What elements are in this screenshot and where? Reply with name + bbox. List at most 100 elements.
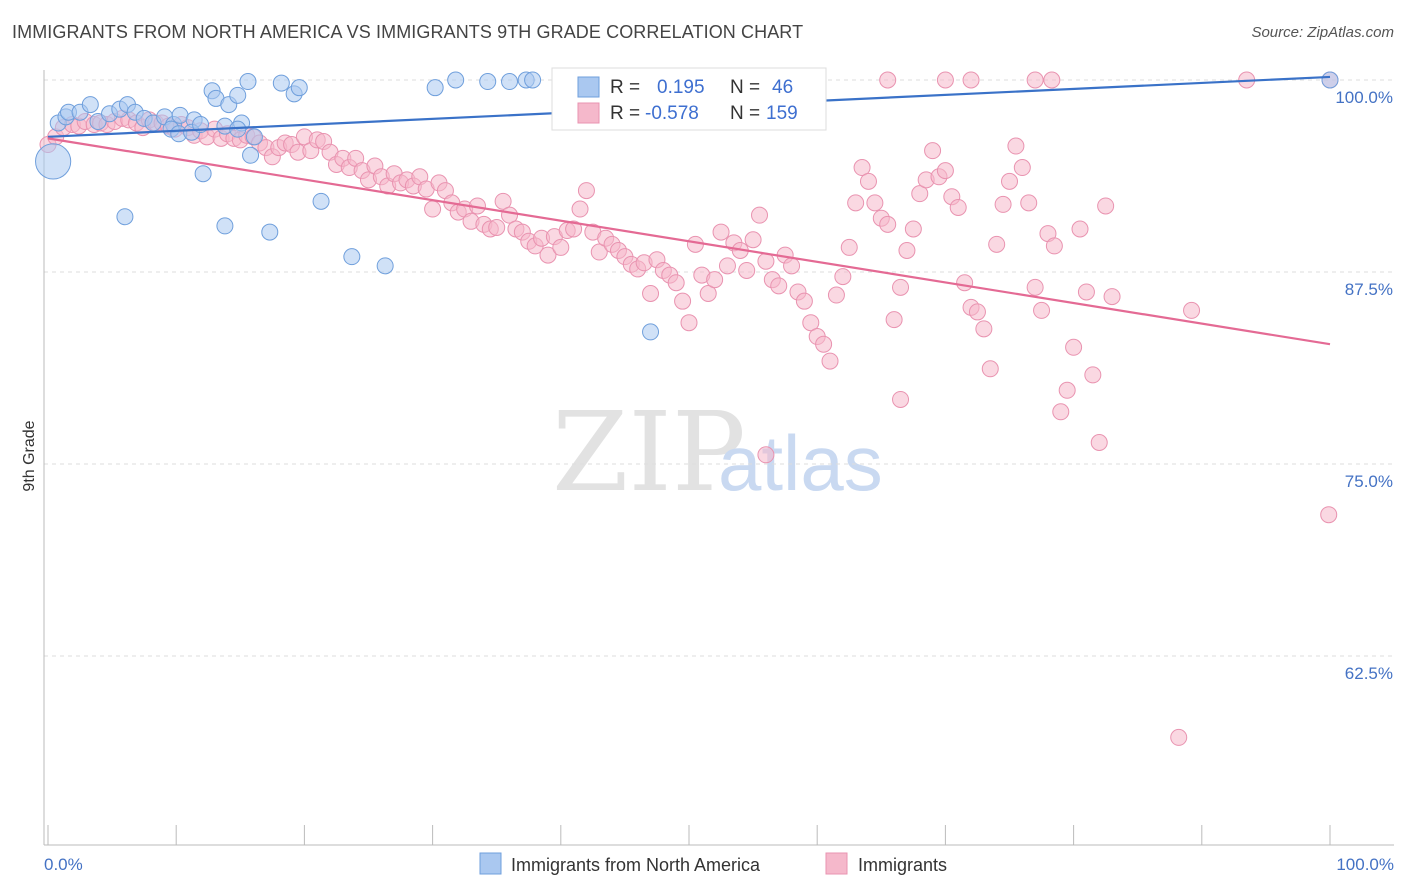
- data-point: [866, 194, 884, 212]
- data-point: [956, 274, 974, 292]
- data-point: [376, 257, 394, 275]
- data-point: [565, 220, 583, 238]
- data-point: [1026, 71, 1044, 89]
- data-point: [924, 142, 942, 160]
- data-point: [424, 200, 442, 218]
- data-point: [911, 185, 929, 203]
- data-point: [847, 194, 865, 212]
- data-point: [1043, 71, 1061, 89]
- data-point: [757, 446, 775, 464]
- axes: [43, 70, 1394, 846]
- data-point: [686, 235, 704, 253]
- data-point: [81, 96, 99, 114]
- data-point: [981, 360, 999, 378]
- data-point: [1045, 237, 1063, 255]
- data-point: [261, 223, 279, 241]
- legend-r-value-blue: 0.195: [657, 77, 705, 98]
- data-point: [795, 292, 813, 310]
- y-tick-label: 62.5%: [1345, 664, 1393, 683]
- series-legend-swatch-blue: [479, 852, 502, 875]
- data-point: [1013, 159, 1031, 177]
- x-tick-label-max: 100.0%: [1336, 855, 1394, 874]
- data-point: [539, 246, 557, 264]
- data-point: [194, 165, 212, 183]
- data-point: [479, 73, 497, 91]
- data-point: [840, 238, 858, 256]
- data-point: [892, 390, 910, 408]
- data-point: [1007, 137, 1025, 155]
- data-point: [718, 257, 736, 275]
- data-point: [524, 71, 542, 89]
- watermark-atlas: atlas: [718, 419, 883, 507]
- data-point: [1320, 506, 1338, 524]
- data-point: [898, 241, 916, 259]
- series-legend-swatch-pink: [825, 852, 848, 875]
- data-point: [571, 200, 589, 218]
- data-point: [1103, 288, 1121, 306]
- series-immigrants-points: [39, 71, 1339, 746]
- x-tick-label-min: 0.0%: [44, 855, 83, 874]
- data-point: [171, 106, 189, 124]
- data-point: [962, 71, 980, 89]
- data-point: [1065, 338, 1083, 356]
- data-point: [501, 73, 519, 91]
- data-point: [712, 223, 730, 241]
- data-point: [783, 257, 801, 275]
- data-point: [994, 195, 1012, 213]
- grid-lines: [44, 79, 1394, 657]
- data-point: [312, 192, 330, 210]
- data-point: [552, 238, 570, 256]
- watermark-zip: ZIP: [552, 388, 746, 516]
- legend-n-label-pink: N =: [730, 103, 760, 124]
- data-point: [936, 71, 954, 89]
- data-point: [1097, 197, 1115, 215]
- data-point: [680, 314, 698, 332]
- data-point: [1077, 283, 1095, 301]
- data-point: [642, 323, 660, 341]
- data-point: [802, 314, 820, 332]
- data-point: [229, 86, 247, 104]
- stats-legend: R = 0.195 N = 46 R = -0.578 N = 159: [551, 67, 827, 131]
- data-point: [116, 208, 134, 226]
- x-tick-marks: [47, 825, 1331, 845]
- data-point: [892, 278, 910, 296]
- data-point: [239, 73, 257, 91]
- series-legend-label-pink: Immigrants: [858, 855, 947, 875]
- data-point: [1020, 194, 1038, 212]
- data-point: [1321, 71, 1339, 89]
- data-point: [667, 274, 685, 292]
- data-point: [834, 268, 852, 286]
- source-credit: Source: ZipAtlas.com: [1251, 24, 1394, 41]
- y-tick-label: 100.0%: [1335, 88, 1393, 107]
- chart-title: IMMIGRANTS FROM NORTH AMERICA VS IMMIGRA…: [12, 22, 804, 42]
- series-legend-label-blue: Immigrants from North America: [511, 855, 761, 875]
- data-point: [488, 218, 506, 236]
- data-point: [494, 192, 512, 210]
- series-legend: Immigrants from North America Immigrants: [479, 852, 947, 875]
- legend-r-label-pink: R =: [610, 103, 640, 124]
- legend-r-value-pink: -0.578: [645, 103, 699, 124]
- data-point: [699, 285, 717, 303]
- data-point: [1090, 433, 1108, 451]
- data-point: [770, 277, 788, 295]
- legend-n-value-blue: 46: [772, 77, 793, 98]
- data-point: [949, 198, 967, 216]
- data-point: [590, 243, 608, 261]
- legend-r-label-blue: R =: [610, 77, 640, 98]
- data-point: [936, 162, 954, 180]
- data-point: [1084, 366, 1102, 384]
- data-point: [879, 215, 897, 233]
- data-point: [447, 71, 465, 89]
- data-point: [738, 261, 756, 279]
- data-point: [1001, 172, 1018, 190]
- data-point: [1058, 381, 1076, 399]
- data-point: [245, 128, 263, 146]
- legend-n-value-pink: 159: [766, 103, 798, 124]
- data-point: [343, 248, 361, 266]
- data-point: [1170, 728, 1188, 746]
- data-point: [988, 235, 1006, 253]
- data-point: [1183, 301, 1201, 319]
- trend-line-pink: [47, 137, 1331, 346]
- data-point: [1033, 301, 1051, 319]
